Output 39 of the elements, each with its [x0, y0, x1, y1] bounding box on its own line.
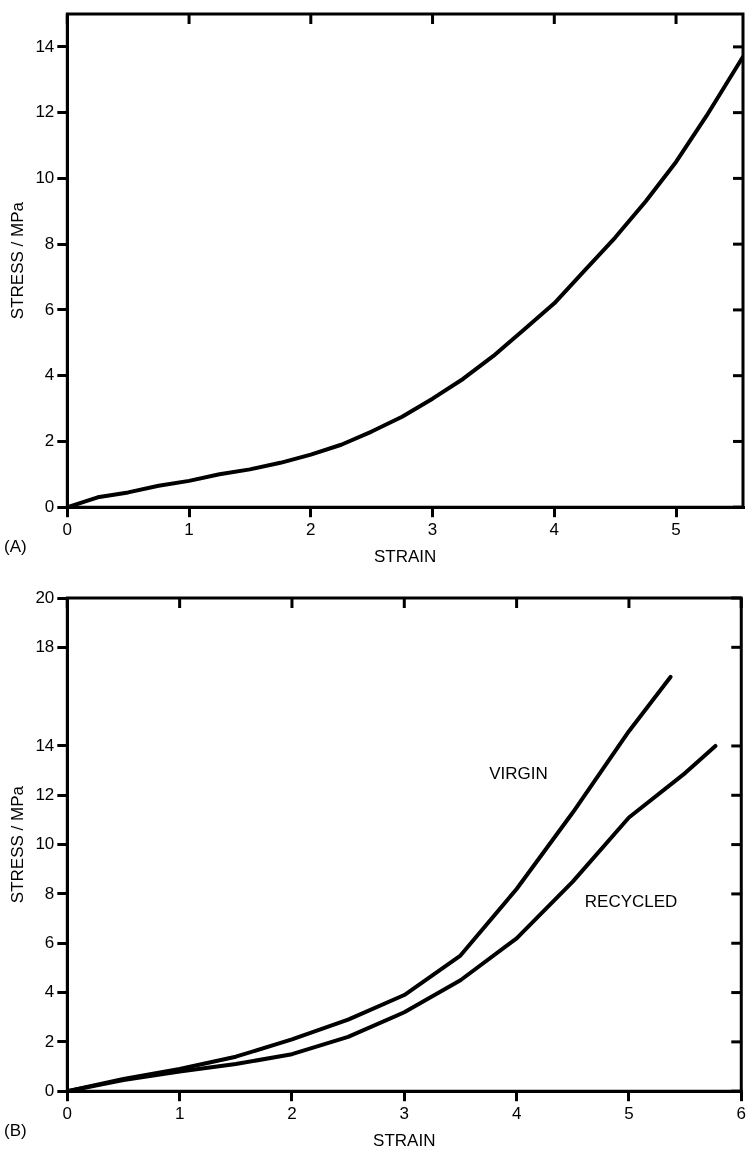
y-axis-title: STRESS / MPa	[7, 785, 27, 904]
y-tick-label: 2	[44, 431, 55, 451]
y-tick-label: 14	[35, 735, 55, 755]
y-tick-label: 12	[35, 102, 55, 122]
y-tick-label: 0	[44, 1080, 55, 1100]
x-tick-label: 0	[62, 1104, 73, 1124]
y-axis-title: STRESS / MPa	[7, 201, 27, 320]
x-tick-label: 0	[62, 520, 73, 540]
y-tick-label: 10	[35, 834, 55, 854]
y-tick-label: 2	[44, 1031, 55, 1051]
x-tick-label: 5	[624, 1104, 634, 1124]
y-tick-label: 4	[44, 365, 55, 385]
y-tick-label: 18	[35, 637, 55, 657]
y-tick-label: 14	[35, 36, 55, 56]
y-tick-label: 6	[44, 932, 55, 952]
x-tick-label: 3	[399, 1104, 410, 1124]
series-label: RECYCLED	[584, 891, 678, 911]
y-tick-label: 6	[44, 299, 55, 319]
x-tick-label: 2	[306, 520, 316, 540]
y-tick-label: 8	[44, 233, 55, 253]
y-tick-label: 12	[35, 784, 55, 804]
x-tick-label: 2	[287, 1104, 297, 1124]
text: (B)	[4, 1121, 27, 1141]
x-tick-label: 1	[184, 520, 194, 540]
x-tick-label: 6	[736, 1104, 747, 1124]
x-tick-label: 5	[671, 520, 681, 540]
x-tick-label: 3	[427, 520, 438, 540]
y-tick-label: 4	[44, 982, 55, 1002]
x-tick-label: 4	[549, 520, 560, 540]
y-tick-label: 20	[35, 587, 55, 607]
y-tick-label: 8	[44, 883, 55, 903]
text: VIRGIN	[489, 763, 548, 783]
x-axis-title: STRAIN	[373, 547, 437, 567]
y-tick-label: 0	[44, 496, 55, 516]
x-axis-title: STRAIN	[373, 1131, 436, 1151]
x-tick-label: 1	[174, 1104, 185, 1124]
y-tick-label: 10	[35, 168, 55, 188]
x-tick-label: 4	[511, 1104, 522, 1124]
text: (A)	[4, 537, 27, 557]
